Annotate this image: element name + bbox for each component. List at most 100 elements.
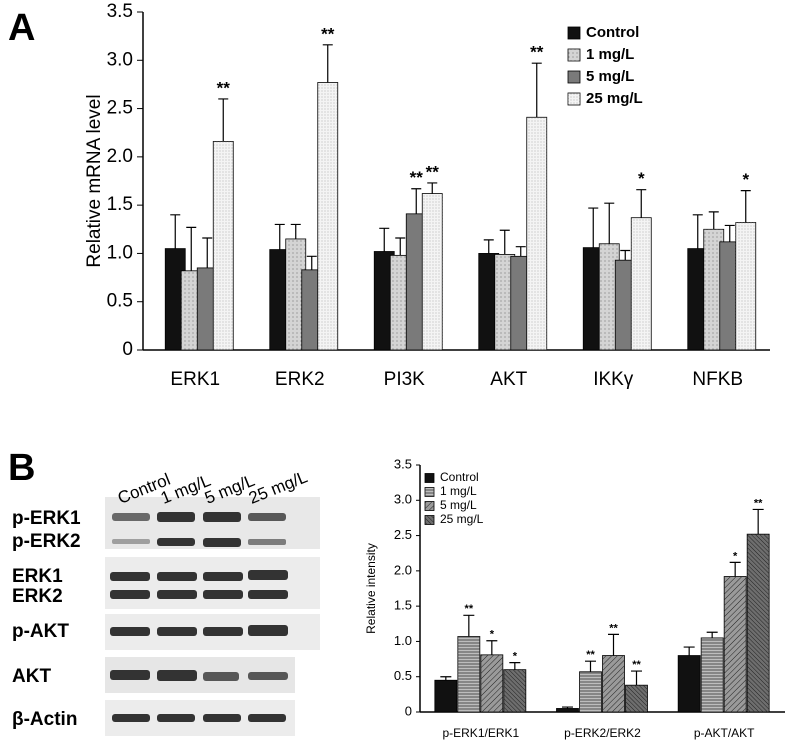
error-bar <box>202 237 213 268</box>
x-tick-label: p-ERK2/ERK2 <box>564 726 641 740</box>
significance-mark: ** <box>410 168 424 187</box>
error-bar <box>395 237 406 256</box>
error-bar <box>683 646 695 656</box>
error-bar <box>604 202 615 244</box>
legend-swatch-pattern <box>568 27 580 39</box>
error-bar <box>752 508 764 535</box>
error-bar <box>290 223 301 239</box>
error-bar <box>515 246 526 257</box>
significance-mark: ** <box>217 78 231 97</box>
error-bar <box>729 561 741 577</box>
significance-mark: ** <box>609 622 618 634</box>
error-bar <box>509 662 521 670</box>
significance-mark: * <box>733 550 738 562</box>
x-tick-label: AKT <box>490 369 527 390</box>
y-tick-label: 3.5 <box>394 456 412 471</box>
y-tick-label: 0.5 <box>107 291 133 312</box>
legend-label: Control <box>440 470 479 484</box>
y-tick-label: 1.5 <box>394 598 412 613</box>
error-bar <box>427 182 438 194</box>
error-bar <box>692 214 703 249</box>
legend-label: 1 mg/L <box>440 484 477 498</box>
error-bar <box>411 188 422 214</box>
x-tick-label: NFKB <box>692 369 743 390</box>
blot-row-label: ERK1 <box>12 566 63 587</box>
y-tick-label: 3.0 <box>107 49 133 70</box>
bar <box>677 655 701 713</box>
error-bar <box>322 44 333 83</box>
legend-swatch-pattern <box>425 487 434 497</box>
bar <box>434 679 458 713</box>
legend-label: 25 mg/L <box>440 512 484 526</box>
y-axis-label: Relative intensity <box>364 543 378 634</box>
significance-mark: ** <box>465 603 474 615</box>
bar <box>625 684 648 713</box>
bar <box>503 669 527 713</box>
legend-swatch-pattern <box>568 93 580 105</box>
legend-swatch-pattern <box>568 49 580 61</box>
y-tick-label: 1.0 <box>394 633 412 648</box>
blot-row-label: ERK2 <box>12 586 63 607</box>
error-bar <box>620 249 631 261</box>
legend-label: Control <box>586 24 639 41</box>
bar <box>630 217 652 351</box>
blot-row-label: p-AKT <box>12 621 69 642</box>
error-bar <box>486 640 498 655</box>
significance-mark: ** <box>754 497 763 509</box>
legend-swatch-pattern <box>425 515 434 525</box>
error-bar <box>724 224 735 242</box>
error-bar <box>306 255 317 270</box>
panel-label: B <box>8 447 35 489</box>
error-bar <box>562 706 573 709</box>
blot-row-label: p-ERK2 <box>12 531 81 552</box>
x-tick-label: p-AKT/AKT <box>694 726 755 740</box>
x-tick-label: ERK2 <box>275 369 325 390</box>
significance-mark: ** <box>530 43 544 62</box>
error-bar <box>463 614 475 637</box>
legend-swatch-pattern <box>568 71 580 83</box>
significance-mark: * <box>513 651 518 663</box>
y-tick-label: 0.5 <box>394 668 412 683</box>
bar <box>735 222 757 351</box>
blot-row-label: p-ERK1 <box>12 508 81 529</box>
error-bar <box>440 676 452 681</box>
error-bar <box>186 226 197 271</box>
legend-label: 5 mg/L <box>586 68 634 85</box>
significance-mark: ** <box>426 162 440 181</box>
error-bar <box>631 670 642 686</box>
bar <box>746 533 770 713</box>
error-bar <box>531 62 542 118</box>
significance-mark: * <box>490 629 495 641</box>
bar <box>579 671 602 713</box>
y-tick-label: 2.5 <box>394 527 412 542</box>
legend-label: 25 mg/L <box>586 90 643 107</box>
significance-mark: ** <box>586 649 595 661</box>
blot-row-label: AKT <box>12 666 51 687</box>
blot <box>105 497 320 736</box>
error-bar <box>170 214 181 249</box>
legend-label: 5 mg/L <box>440 498 477 512</box>
error-bar <box>588 207 599 248</box>
bar <box>700 637 724 713</box>
bar <box>602 655 625 713</box>
significance-mark: * <box>742 170 749 189</box>
x-tick-label: p-ERK1/ERK1 <box>442 726 519 740</box>
error-bar <box>706 631 718 638</box>
x-tick-label: ERK1 <box>170 369 220 390</box>
error-bar <box>274 223 285 250</box>
y-tick-label: 3.0 <box>394 492 412 507</box>
bar <box>317 82 339 351</box>
significance-mark: ** <box>632 659 641 671</box>
y-tick-label: 2.0 <box>107 146 133 167</box>
significance-mark: ** <box>321 24 335 43</box>
error-bar <box>499 229 510 255</box>
error-bar <box>636 189 647 218</box>
error-bar <box>608 633 619 656</box>
bar <box>480 654 504 713</box>
bar <box>556 708 579 713</box>
error-bar <box>379 227 390 252</box>
blot-row-label: β-Actin <box>12 709 77 730</box>
error-bar <box>585 660 596 672</box>
panel-label: A <box>8 7 35 49</box>
